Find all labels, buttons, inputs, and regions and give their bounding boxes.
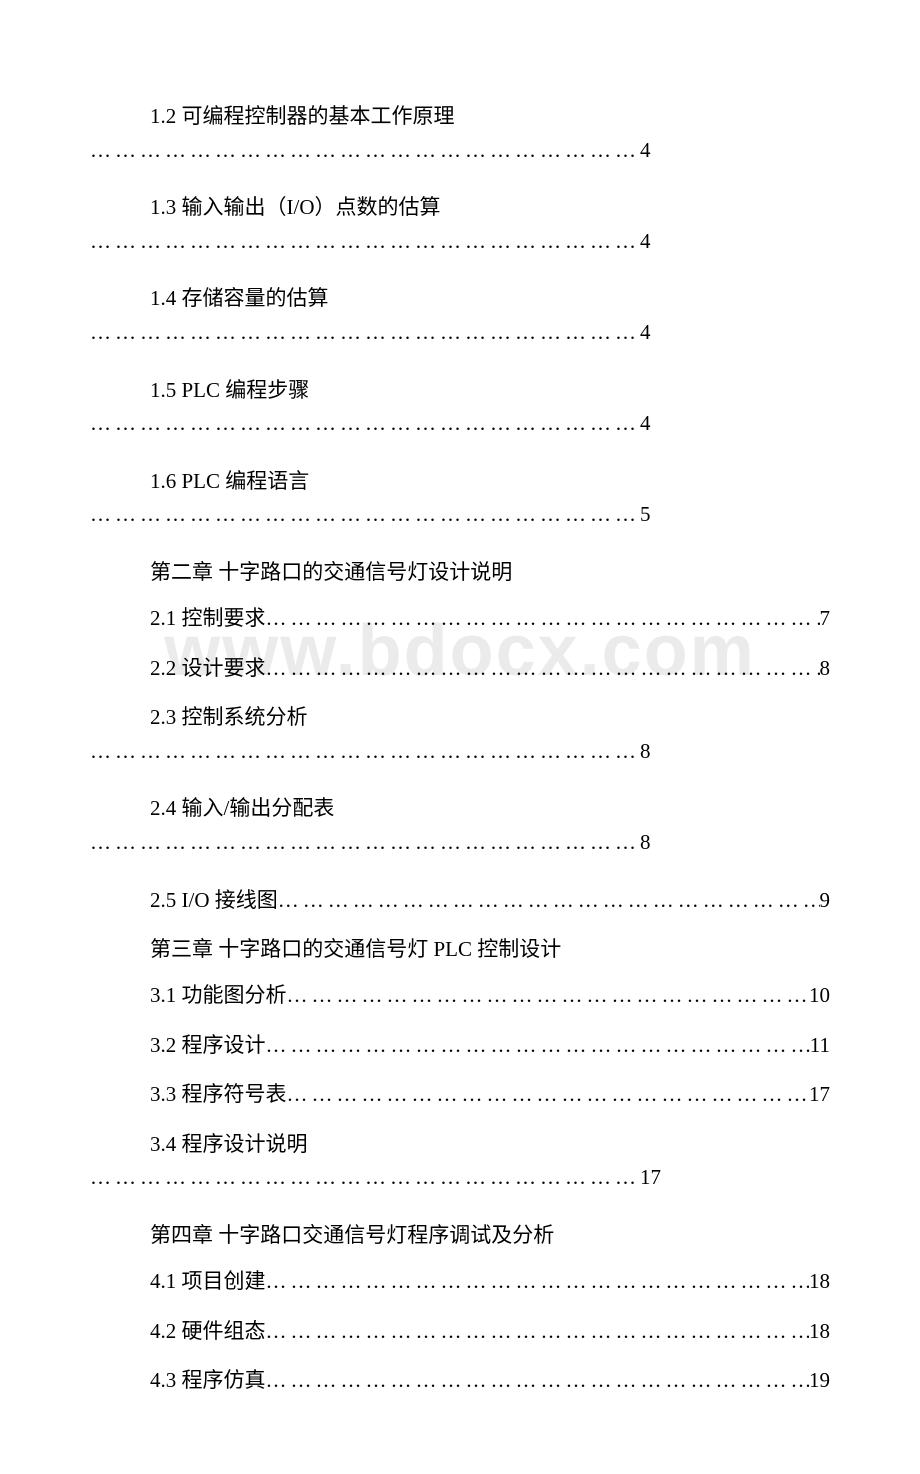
toc-page-number: 10 (809, 979, 830, 1013)
toc-page-number: 4 (640, 138, 651, 162)
toc-leader-dots: ……………………………………………………………………………… (266, 1265, 810, 1299)
chapter-heading: 第二章 十字路口的交通信号灯设计说明 (90, 556, 830, 586)
toc-title: 1.3 输入输出（I/O）点数的估算 (90, 191, 830, 225)
toc-title: 1.5 PLC 编程步骤 (90, 374, 830, 408)
toc-title: 2.5 I/O 接线图 (150, 884, 278, 918)
toc-dots-line: …………………………………………………………4 (90, 407, 830, 441)
toc-content: 1.2 可编程控制器的基本工作原理…………………………………………………………4… (0, 0, 920, 1474)
toc-page-number: 17 (640, 1165, 661, 1189)
chapter-heading: 第三章 十字路口的交通信号灯 PLC 控制设计 (90, 933, 830, 963)
toc-page-number: 4 (640, 320, 651, 344)
toc-leader-dots: ………………………………………………………… (90, 830, 640, 854)
toc-dots-line: …………………………………………………………4 (90, 134, 830, 168)
toc-page-number: 5 (640, 502, 651, 526)
toc-page-number: 8 (640, 830, 651, 854)
toc-entry: 4.3 程序仿真………………………………………………………………………………19 (90, 1364, 830, 1398)
toc-title: 4.1 项目创建 (150, 1265, 266, 1299)
toc-page-number: 9 (820, 884, 831, 918)
toc-leader-dots: ……………………………………………………………………………… (278, 884, 820, 918)
toc-page-number: 19 (809, 1364, 830, 1398)
toc-dots-line: …………………………………………………………8 (90, 826, 830, 860)
toc-title: 1.4 存储容量的估算 (90, 282, 830, 316)
toc-title: 2.4 输入/输出分配表 (90, 792, 830, 826)
toc-dots-line: …………………………………………………………17 (90, 1161, 830, 1195)
toc-page-number: 4 (640, 411, 651, 435)
toc-page-number: 8 (640, 739, 651, 763)
toc-leader-dots: ……………………………………………………………………………… (287, 979, 810, 1013)
toc-entry: 3.3 程序符号表………………………………………………………………………………1… (90, 1078, 830, 1112)
toc-page-number: 4 (640, 229, 651, 253)
toc-page-number: 11 (810, 1029, 830, 1063)
toc-page-number: 17 (809, 1078, 830, 1112)
chapter-heading: 第四章 十字路口交通信号灯程序调试及分析 (90, 1219, 830, 1249)
toc-title: 4.3 程序仿真 (150, 1364, 266, 1398)
toc-title: 2.2 设计要求 (150, 652, 266, 686)
toc-entry: 1.3 输入输出（I/O）点数的估算…………………………………………………………… (90, 191, 830, 258)
toc-title: 4.2 硬件组态 (150, 1315, 266, 1349)
toc-entry: 3.4 程序设计说明…………………………………………………………17 (90, 1128, 830, 1195)
toc-entry: 1.2 可编程控制器的基本工作原理…………………………………………………………4 (90, 100, 830, 167)
toc-leader-dots: ……………………………………………………………………………… (266, 1029, 810, 1063)
toc-leader-dots: ………………………………………………………… (90, 502, 640, 526)
toc-title: 2.3 控制系统分析 (90, 701, 830, 735)
toc-leader-dots: ……………………………………………………………………………… (266, 602, 820, 636)
toc-leader-dots: ……………………………………………………………………………… (266, 1315, 810, 1349)
toc-page-number: 8 (820, 652, 831, 686)
toc-title: 1.6 PLC 编程语言 (90, 465, 830, 499)
toc-leader-dots: ……………………………………………………………………………… (266, 652, 820, 686)
toc-entry: 4.2 硬件组态………………………………………………………………………………18 (90, 1315, 830, 1349)
toc-leader-dots: ………………………………………………………… (90, 229, 640, 253)
toc-page-number: 18 (809, 1315, 830, 1349)
toc-dots-line: …………………………………………………………8 (90, 735, 830, 769)
toc-leader-dots: ………………………………………………………… (90, 138, 640, 162)
toc-entry: 1.6 PLC 编程语言…………………………………………………………5 (90, 465, 830, 532)
toc-dots-line: …………………………………………………………4 (90, 225, 830, 259)
toc-entry: 2.1 控制要求………………………………………………………………………………7 (90, 602, 830, 636)
toc-title: 3.2 程序设计 (150, 1029, 266, 1063)
toc-title: 3.3 程序符号表 (150, 1078, 287, 1112)
toc-entry: 2.5 I/O 接线图……………………………………………………………………………… (90, 884, 830, 918)
toc-dots-line: …………………………………………………………4 (90, 316, 830, 350)
toc-page-number: 7 (820, 602, 831, 636)
toc-leader-dots: ………………………………………………………… (90, 1165, 640, 1189)
toc-entry: 2.4 输入/输出分配表…………………………………………………………8 (90, 792, 830, 859)
toc-title: 3.1 功能图分析 (150, 979, 287, 1013)
toc-leader-dots: ……………………………………………………………………………… (266, 1364, 810, 1398)
toc-dots-line: …………………………………………………………5 (90, 498, 830, 532)
toc-entry: 1.5 PLC 编程步骤…………………………………………………………4 (90, 374, 830, 441)
toc-page-number: 18 (809, 1265, 830, 1299)
toc-title: 3.4 程序设计说明 (90, 1128, 830, 1162)
toc-entry: 3.2 程序设计………………………………………………………………………………11 (90, 1029, 830, 1063)
toc-entry: 2.2 设计要求………………………………………………………………………………8 (90, 652, 830, 686)
toc-title: 2.1 控制要求 (150, 602, 266, 636)
toc-title: 1.2 可编程控制器的基本工作原理 (90, 100, 830, 134)
toc-leader-dots: ………………………………………………………… (90, 739, 640, 763)
toc-leader-dots: ………………………………………………………… (90, 320, 640, 344)
toc-entry: 1.4 存储容量的估算…………………………………………………………4 (90, 282, 830, 349)
toc-entry: 4.1 项目创建………………………………………………………………………………18 (90, 1265, 830, 1299)
toc-leader-dots: ………………………………………………………… (90, 411, 640, 435)
toc-entry: 3.1 功能图分析………………………………………………………………………………1… (90, 979, 830, 1013)
toc-entry: 2.3 控制系统分析…………………………………………………………8 (90, 701, 830, 768)
toc-leader-dots: ……………………………………………………………………………… (287, 1078, 810, 1112)
